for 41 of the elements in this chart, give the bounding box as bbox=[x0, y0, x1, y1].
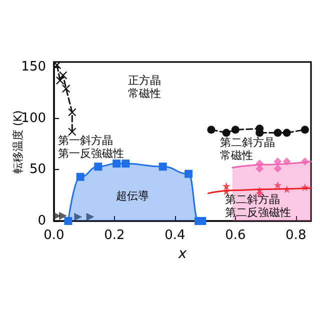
x-tick-label: 0.0 bbox=[44, 228, 64, 243]
x-axis-title: x bbox=[177, 246, 188, 262]
x-tick-label: 0.4 bbox=[164, 228, 186, 243]
point bbox=[274, 128, 282, 137]
point bbox=[300, 126, 309, 134]
point bbox=[112, 160, 121, 168]
x-tick-label: 0.2 bbox=[104, 228, 125, 243]
point bbox=[122, 160, 130, 168]
point bbox=[184, 170, 193, 178]
y-axis-title: 転移温度 (K) bbox=[12, 110, 24, 174]
point bbox=[282, 128, 291, 137]
point bbox=[222, 128, 230, 137]
y-tick-label: 50 bbox=[29, 162, 46, 178]
point bbox=[59, 71, 68, 80]
point bbox=[64, 217, 72, 225]
point bbox=[274, 181, 282, 190]
point bbox=[68, 108, 76, 116]
point bbox=[158, 162, 167, 171]
annotation: 第二斜方晶常磁性 bbox=[220, 136, 275, 162]
point bbox=[53, 61, 62, 70]
y-tick-label: 150 bbox=[21, 60, 46, 75]
annotation: 第二斜方晶第二反強磁性 bbox=[225, 193, 291, 219]
annotation: 正方晶常磁性 bbox=[128, 74, 161, 100]
point bbox=[62, 84, 70, 93]
point bbox=[86, 212, 94, 221]
point bbox=[59, 212, 68, 220]
point bbox=[74, 212, 82, 221]
annotation: 第一斜方晶第一反強磁性 bbox=[58, 134, 124, 160]
y-tick-label: 0 bbox=[38, 214, 46, 228]
point bbox=[231, 126, 240, 134]
annotation: 超伝導 bbox=[116, 190, 149, 202]
point bbox=[222, 182, 230, 190]
point bbox=[94, 162, 102, 171]
point bbox=[274, 164, 282, 173]
point bbox=[207, 126, 216, 134]
point bbox=[256, 164, 264, 173]
x-tick-label: 0.6 bbox=[225, 228, 246, 243]
point bbox=[68, 128, 76, 136]
point bbox=[56, 76, 64, 84]
x-tick-label: 0.8 bbox=[286, 228, 306, 243]
point bbox=[76, 172, 84, 181]
